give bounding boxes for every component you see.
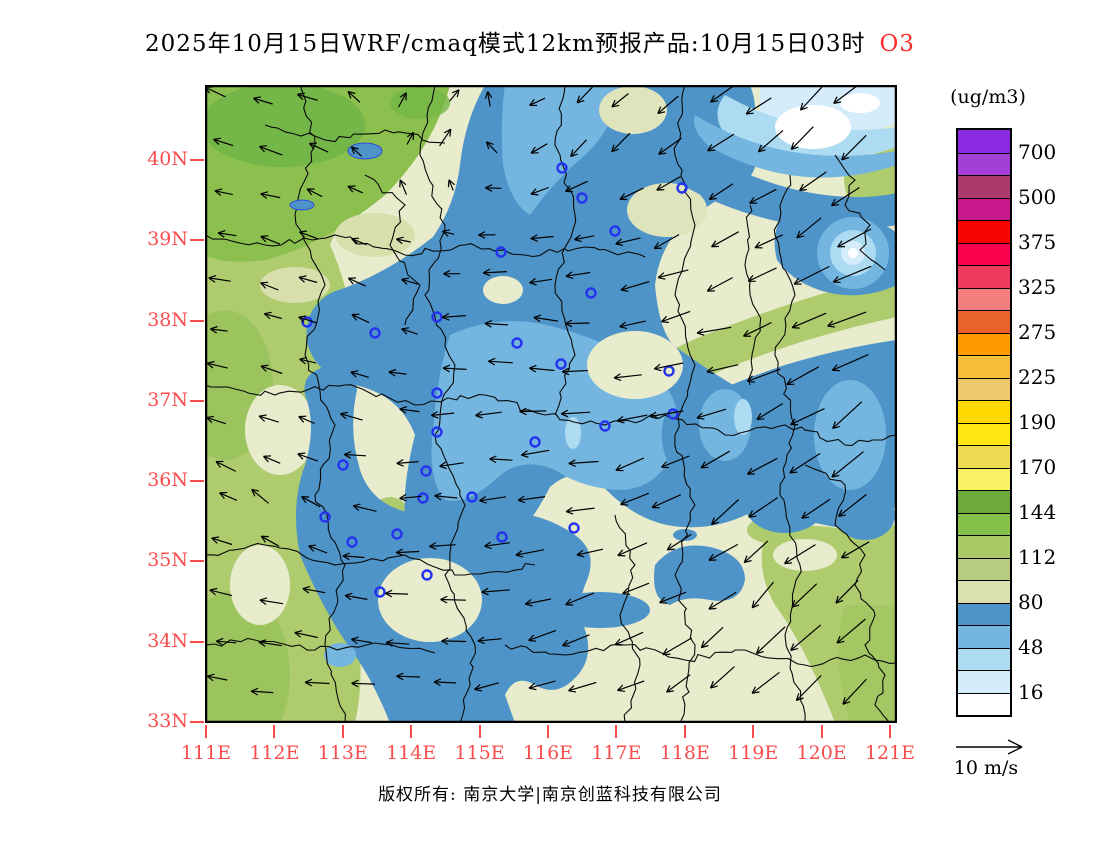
lat-tick bbox=[190, 480, 204, 483]
legend-label-190: 190 bbox=[1018, 409, 1057, 434]
legend-label-112: 112 bbox=[1018, 544, 1057, 569]
lon-label-121E: 121E bbox=[864, 742, 916, 764]
lat-label-37N: 37N bbox=[147, 388, 188, 411]
lakes bbox=[289, 142, 383, 211]
lat-label-35N: 35N bbox=[147, 549, 188, 572]
lon-tick bbox=[752, 725, 755, 738]
lat-tick bbox=[190, 319, 204, 322]
legend-label-325: 325 bbox=[1018, 274, 1057, 299]
legend-swatch-18 bbox=[958, 535, 1010, 558]
legend-swatch-4 bbox=[958, 220, 1010, 243]
legend-swatch-19 bbox=[958, 557, 1010, 580]
legend-swatch-13 bbox=[958, 422, 1010, 445]
legend-label-48: 48 bbox=[1018, 634, 1044, 659]
lat-tick bbox=[190, 239, 204, 242]
legend-swatch-5 bbox=[958, 242, 1010, 265]
lon-tick bbox=[478, 725, 481, 738]
lat-label-36N: 36N bbox=[147, 469, 188, 492]
province-boundaries bbox=[207, 87, 895, 721]
title-text: 2025年10月15日WRF/cmaq模式12km预报产品:10月15日03时 bbox=[145, 31, 866, 57]
lat-label-40N: 40N bbox=[147, 148, 188, 170]
lon-label-112E: 112E bbox=[249, 742, 300, 764]
lon-label-114E: 114E bbox=[386, 742, 437, 764]
legend-label-170: 170 bbox=[1018, 454, 1057, 479]
lon-label-113E: 113E bbox=[317, 742, 368, 764]
legend-swatch-15 bbox=[958, 467, 1010, 490]
lon-tick bbox=[683, 725, 686, 738]
legend-swatch-16 bbox=[958, 490, 1010, 513]
legend-label-500: 500 bbox=[1018, 184, 1057, 209]
lat-tick bbox=[190, 721, 204, 724]
legend-swatch-7 bbox=[958, 287, 1010, 310]
legend-colorbar bbox=[956, 128, 1012, 717]
lon-tick bbox=[410, 725, 413, 738]
legend-swatch-2 bbox=[958, 175, 1010, 198]
legend-swatch-25 bbox=[958, 692, 1010, 715]
lon-label-116E: 116E bbox=[522, 742, 574, 764]
legend-label-275: 275 bbox=[1018, 319, 1057, 344]
lat-tick bbox=[190, 560, 204, 563]
legend-label-16: 16 bbox=[1018, 679, 1044, 704]
wind-reference-label: 10 m/s bbox=[953, 757, 1019, 779]
lon-tick bbox=[273, 725, 276, 738]
lat-label-39N: 39N bbox=[147, 228, 188, 251]
lat-tick bbox=[190, 640, 204, 643]
legend-swatch-1 bbox=[958, 152, 1010, 175]
lon-tick bbox=[889, 725, 891, 738]
legend-swatch-10 bbox=[958, 355, 1010, 378]
legend-unit-label: (ug/m3) bbox=[950, 86, 1026, 108]
lat-tick bbox=[190, 399, 204, 402]
legend-swatch-21 bbox=[958, 602, 1010, 625]
wind-reference-arrow bbox=[956, 739, 1023, 755]
legend-swatch-14 bbox=[958, 445, 1010, 468]
lon-label-117E: 117E bbox=[591, 742, 642, 764]
pollutant-label: O3 bbox=[879, 31, 915, 57]
lon-tick bbox=[615, 725, 618, 738]
legend-label-80: 80 bbox=[1018, 589, 1044, 614]
lon-label-118E: 118E bbox=[659, 742, 710, 764]
legend-swatch-0 bbox=[958, 130, 1010, 153]
lat-label-34N: 34N bbox=[147, 629, 188, 652]
page-title: 2025年10月15日WRF/cmaq模式12km预报产品:10月15日03时 O… bbox=[0, 24, 1060, 58]
lon-tick bbox=[205, 725, 207, 738]
lon-label-115E: 115E bbox=[454, 742, 505, 764]
legend-swatch-24 bbox=[958, 670, 1010, 693]
forecast-map bbox=[205, 85, 897, 723]
legend-swatch-11 bbox=[958, 377, 1010, 400]
lat-tick bbox=[190, 159, 204, 161]
lon-tick bbox=[341, 725, 344, 738]
legend-swatch-6 bbox=[958, 265, 1010, 288]
legend-label-375: 375 bbox=[1018, 229, 1057, 254]
lon-tick bbox=[820, 725, 823, 738]
lat-label-33N: 33N bbox=[147, 710, 188, 733]
legend-swatch-3 bbox=[958, 197, 1010, 220]
legend-swatch-17 bbox=[958, 512, 1010, 535]
legend-label-225: 225 bbox=[1018, 364, 1057, 389]
legend-swatch-8 bbox=[958, 310, 1010, 333]
map-frame bbox=[205, 85, 897, 723]
city-markers bbox=[301, 162, 688, 598]
legend-swatch-22 bbox=[958, 625, 1010, 648]
lon-label-111E: 111E bbox=[180, 742, 232, 764]
lat-label-38N: 38N bbox=[147, 308, 188, 331]
lon-tick bbox=[547, 725, 549, 738]
lon-label-119E: 119E bbox=[728, 742, 779, 764]
legend-swatch-20 bbox=[958, 580, 1010, 603]
legend-swatch-12 bbox=[958, 400, 1010, 423]
legend-label-144: 144 bbox=[1018, 499, 1057, 524]
legend-swatch-9 bbox=[958, 332, 1010, 355]
copyright-footer: 版权所有: 南京大学|南京创蓝科技有限公司 bbox=[378, 785, 722, 805]
wind-vectors bbox=[207, 87, 872, 705]
legend-swatch-23 bbox=[958, 647, 1010, 670]
legend-label-700: 700 bbox=[1018, 139, 1057, 164]
lon-label-120E: 120E bbox=[796, 742, 847, 764]
o3-concentration-map bbox=[205, 85, 897, 723]
